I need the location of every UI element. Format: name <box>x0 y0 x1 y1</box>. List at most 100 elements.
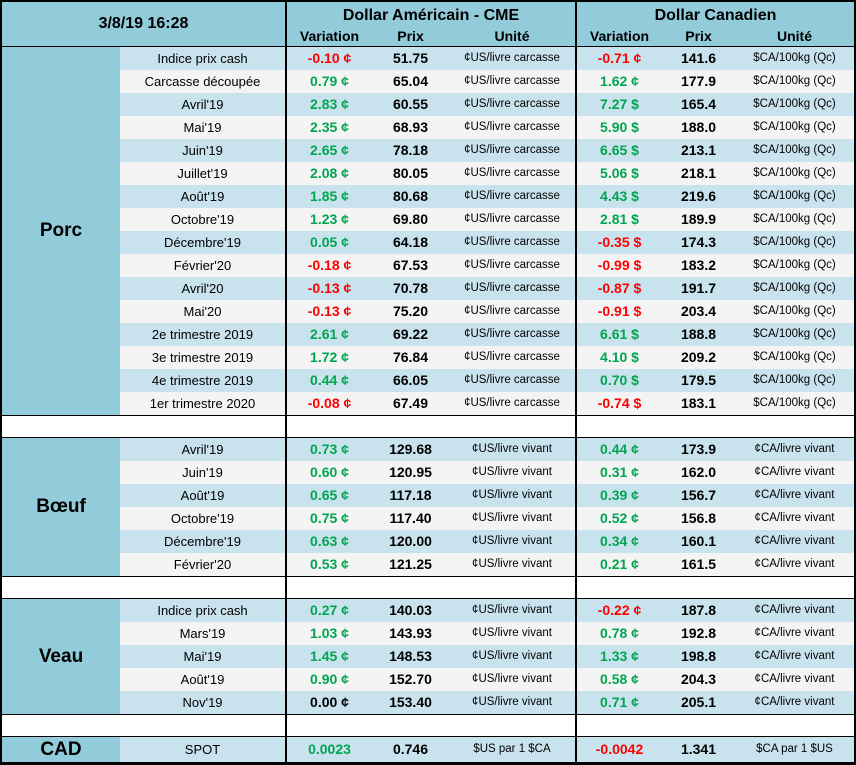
ca-price: 161.5 <box>680 556 717 572</box>
us-variation: -0.13 ¢ <box>307 303 352 319</box>
us-price: 75.20 <box>392 303 429 319</box>
us-price: 80.05 <box>392 165 429 181</box>
ca-price: 219.6 <box>680 188 717 204</box>
us-variation: 0.44 ¢ <box>310 372 349 388</box>
us-price: 129.68 <box>389 441 432 457</box>
table-row: Juin'19 0.60 ¢ 120.95 ¢US/livre vivant 0.31 … <box>120 461 854 484</box>
ca-variation: 4.10 $ <box>600 349 639 365</box>
us-variation: 1.45 ¢ <box>310 648 349 664</box>
us-price: 153.40 <box>389 694 432 710</box>
row-label: 3e trimestre 2019 <box>151 350 254 365</box>
ca-variation: 4.43 $ <box>600 188 639 204</box>
table-row: 4e trimestre 2019 0.44 ¢ 66.05 ¢US/livre ca… <box>120 369 854 392</box>
table-row: Octobre'19 0.75 ¢ 117.40 ¢US/livre vivant 0.… <box>120 507 854 530</box>
ca-price: 203.4 <box>680 303 717 319</box>
ca-price: 183.2 <box>680 257 717 273</box>
us-unit: ¢US/livre carcasse <box>464 374 560 386</box>
us-unit: ¢US/livre carcasse <box>464 75 560 87</box>
ca-price: 179.5 <box>680 372 717 388</box>
table-row: Juin'19 2.65 ¢ 78.18 ¢US/livre carcasse 6.65… <box>120 139 854 162</box>
us-price: 80.68 <box>392 188 429 204</box>
ca-unit: $CA/100kg (Qc) <box>753 259 836 271</box>
table-row: Février'20 0.53 ¢ 121.25 ¢US/livre vivant 0.… <box>120 553 854 576</box>
ca-col-unite: Unité <box>777 28 812 44</box>
section-label: Bœuf <box>2 438 120 576</box>
row-label: 1er trimestre 2020 <box>149 396 256 411</box>
us-unit: ¢US/livre vivant <box>472 627 552 639</box>
us-price: 0.746 <box>392 741 429 757</box>
us-price: 68.93 <box>392 119 429 135</box>
ca-unit: ¢CA/livre vivant <box>754 627 835 639</box>
ca-unit: $CA/100kg (Qc) <box>753 121 836 133</box>
ca-price: 209.2 <box>680 349 717 365</box>
us-variation: 0.75 ¢ <box>310 510 349 526</box>
ca-variation: -0.91 $ <box>597 303 642 319</box>
us-price: 69.80 <box>392 211 429 227</box>
row-label: Indice prix cash <box>157 603 248 618</box>
us-variation: 0.53 ¢ <box>310 556 349 572</box>
section-label: Veau <box>2 599 120 714</box>
us-variation: 1.23 ¢ <box>310 211 349 227</box>
ca-variation: 0.39 ¢ <box>600 487 639 503</box>
us-variation: 0.90 ¢ <box>310 671 349 687</box>
ca-variation: 2.81 $ <box>600 211 639 227</box>
row-label: Octobre'19 <box>170 511 235 526</box>
ca-variation: -0.99 $ <box>597 257 642 273</box>
ca-variation: 0.21 ¢ <box>600 556 639 572</box>
row-label: Mars'19 <box>179 626 226 641</box>
us-unit: ¢US/livre vivant <box>472 696 552 708</box>
ca-price: 156.7 <box>680 487 717 503</box>
us-price: 120.00 <box>389 533 432 549</box>
ca-price: 162.0 <box>680 464 717 480</box>
ca-unit: $CA/100kg (Qc) <box>753 305 836 317</box>
ca-variation: 6.61 $ <box>600 326 639 342</box>
us-variation: 0.65 ¢ <box>310 487 349 503</box>
table-row: Mars'19 1.03 ¢ 143.93 ¢US/livre vivant 0.78 … <box>120 622 854 645</box>
ca-unit: $CA par 1 $US <box>756 743 833 755</box>
us-unit: ¢US/livre vivant <box>472 535 552 547</box>
us-variation: -0.18 ¢ <box>307 257 352 273</box>
us-unit: ¢US/livre carcasse <box>464 121 560 133</box>
table-row: Décembre'19 0.63 ¢ 120.00 ¢US/livre vivant 0… <box>120 530 854 553</box>
header-group-ca: Dollar Canadien Variation Prix Unité <box>577 2 854 46</box>
ca-unit: ¢CA/livre vivant <box>754 443 835 455</box>
us-unit: ¢US/livre carcasse <box>464 259 560 271</box>
ca-variation: -0.35 $ <box>597 234 642 250</box>
ca-price: 174.3 <box>680 234 717 250</box>
table-row: Carcasse découpée 0.79 ¢ 65.04 ¢US/livre ca… <box>120 70 854 93</box>
us-price: 69.22 <box>392 326 429 342</box>
ca-unit: $CA/100kg (Qc) <box>753 213 836 225</box>
section-separator <box>2 576 854 599</box>
ca-variation: -0.87 $ <box>597 280 642 296</box>
row-label: Août'19 <box>180 672 225 687</box>
us-price: 51.75 <box>392 50 429 66</box>
us-unit: ¢US/livre carcasse <box>464 397 560 409</box>
ca-section-title: Dollar Canadien <box>654 7 777 24</box>
section-porc: Porc Indice prix cash -0.10 ¢ 51.75 ¢US/livr… <box>2 47 854 415</box>
ca-variation: 1.62 ¢ <box>600 73 639 89</box>
us-price: 143.93 <box>389 625 432 641</box>
row-label: Avril'19 <box>181 442 224 457</box>
table-row: Décembre'19 0.05 ¢ 64.18 ¢US/livre carcasse… <box>120 231 854 254</box>
table-header: 3/8/19 16:28 Dollar Américain - CME Vari… <box>2 2 854 47</box>
row-label: Carcasse découpée <box>144 74 261 89</box>
us-col-prix: Prix <box>397 28 424 44</box>
ca-price: 205.1 <box>680 694 717 710</box>
us-variation: 0.0023 <box>308 741 351 757</box>
ca-variation: 0.58 ¢ <box>600 671 639 687</box>
us-unit: ¢US/livre carcasse <box>464 236 560 248</box>
us-variation: 1.72 ¢ <box>310 349 349 365</box>
ca-price: 191.7 <box>680 280 717 296</box>
ca-price: 1.341 <box>680 741 717 757</box>
row-label: Mai'20 <box>183 304 222 319</box>
timestamp: 3/8/19 16:28 <box>98 15 189 32</box>
ca-price: 189.9 <box>680 211 717 227</box>
us-price: 148.53 <box>389 648 432 664</box>
table-row: 1er trimestre 2020 -0.08 ¢ 67.49 ¢US/livre … <box>120 392 854 415</box>
us-unit: ¢US/livre vivant <box>472 443 552 455</box>
ca-price: 198.8 <box>680 648 717 664</box>
table-row: Indice prix cash 0.27 ¢ 140.03 ¢US/livre vi… <box>120 599 854 622</box>
us-unit: ¢US/livre carcasse <box>464 190 560 202</box>
us-variation: 1.03 ¢ <box>310 625 349 641</box>
table-row: Février'20 -0.18 ¢ 67.53 ¢US/livre carcasse… <box>120 254 854 277</box>
